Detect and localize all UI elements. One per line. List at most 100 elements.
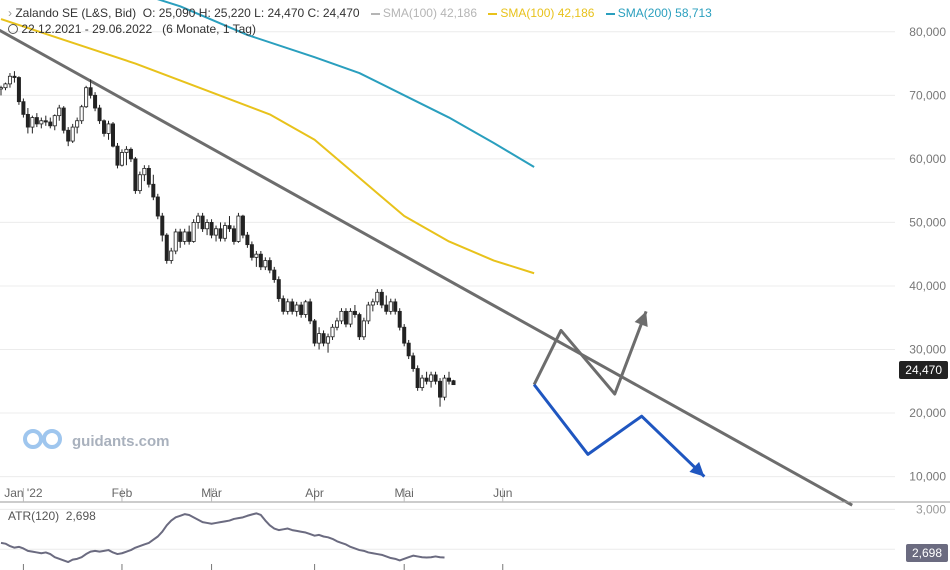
candle-body	[357, 314, 362, 338]
candle-body	[218, 228, 223, 239]
x-tick-label: Mär	[201, 486, 222, 500]
candle-body	[75, 120, 80, 128]
candle-body	[146, 167, 151, 185]
bear-scenario-arrow-path	[532, 383, 706, 478]
candle-body	[312, 320, 317, 344]
chart-subheader: 22.12.2021 - 29.06.2022 (6 Monate, 1 Tag…	[8, 22, 256, 36]
scenario-arrows	[532, 310, 706, 478]
ohlc-values: O: 25,090 H: 25,220 L: 24,470 C: 24,470	[142, 6, 360, 20]
candle-body	[366, 304, 371, 322]
candle-body	[303, 301, 308, 315]
candle-body	[214, 228, 219, 236]
candle-body	[406, 342, 411, 357]
candle-body	[397, 310, 402, 328]
candle-body	[339, 310, 344, 322]
candle-body	[25, 113, 30, 128]
candle-body	[330, 326, 335, 338]
watermark: guidants.com	[22, 428, 170, 454]
sma100-line	[0, 18, 535, 275]
candle-body	[424, 377, 429, 382]
candle-body	[79, 106, 84, 122]
candle-body	[173, 231, 178, 252]
y-tick-label: 60,000	[909, 152, 946, 166]
sma-legend-swatch	[370, 12, 380, 15]
candle-body	[187, 231, 192, 242]
candle-body	[155, 196, 160, 217]
candle-body	[415, 368, 420, 389]
y-tick-label: 30,000	[909, 342, 946, 356]
candles	[0, 71, 456, 407]
x-axis: Jan '22 Feb Mär Apr Mai Jun	[0, 486, 950, 570]
candle-body	[267, 260, 272, 271]
candle-body	[43, 120, 48, 123]
y-tick-label: 50,000	[909, 215, 946, 229]
candle-body	[119, 152, 124, 166]
candle-body	[70, 126, 75, 142]
candle-body	[111, 123, 116, 147]
guidants-logo-icon	[22, 428, 64, 454]
candle-body	[160, 215, 165, 236]
y-tick-label: 40,000	[909, 279, 946, 293]
candle-body	[84, 87, 89, 108]
candle-body	[245, 234, 250, 246]
candle-body	[205, 222, 210, 230]
y-tick-label: 70,000	[909, 88, 946, 102]
x-tick-label: Jun	[493, 486, 512, 500]
candle-body	[196, 215, 201, 223]
sma3-label: SMA(200)	[617, 6, 672, 20]
bull-scenario-arrow-head	[634, 311, 648, 327]
atr-line	[0, 512, 445, 564]
candle-body	[133, 158, 138, 192]
candle-body	[61, 107, 66, 131]
candle-body	[231, 228, 236, 242]
candle-body	[0, 87, 4, 90]
atr-header: ATR(120) 2,698	[8, 509, 96, 523]
clock-icon	[8, 24, 18, 34]
chevron-icon[interactable]: ›	[8, 6, 12, 20]
candle-body	[343, 310, 348, 325]
sma2-label: SMA(100)	[500, 6, 555, 20]
candle-body	[48, 121, 53, 127]
candle-body	[393, 301, 398, 312]
candle-body	[102, 120, 107, 134]
candle-body	[451, 380, 456, 386]
candle-body	[21, 101, 26, 115]
chart-header: › Zalando SE (L&S, Bid) O: 25,090 H: 25,…	[8, 6, 712, 20]
candle-body	[285, 301, 290, 312]
candle-body	[276, 279, 281, 300]
atr-label: ATR(120)	[8, 509, 60, 523]
sma-legend-swatch	[488, 12, 498, 15]
candle-body	[263, 260, 268, 268]
candle-body	[115, 145, 120, 166]
bear-scenario-arrow-head	[689, 461, 705, 477]
x-tick-label: Feb	[112, 486, 133, 500]
candle-body	[438, 380, 443, 398]
candle-body	[334, 320, 339, 328]
candle-body	[66, 129, 71, 142]
y-tick-label: 20,000	[909, 406, 946, 420]
candle-body	[128, 148, 133, 160]
candle-body	[97, 107, 102, 122]
candle-body	[191, 222, 196, 242]
candle-body	[388, 301, 393, 312]
candle-body	[12, 75, 17, 78]
sma200-series	[156, 0, 535, 168]
sma1-value: 42,186	[440, 6, 477, 20]
candle-body	[209, 222, 214, 236]
candle-body	[93, 94, 98, 109]
candle-body	[137, 174, 142, 192]
date-range: 22.12.2021 - 29.06.2022	[21, 22, 153, 36]
x-tick-label: Jan '22	[4, 486, 43, 500]
candle-body	[258, 253, 263, 268]
candle-body	[308, 301, 313, 322]
candle-body	[370, 301, 375, 306]
candle-body	[321, 333, 326, 344]
candle-body	[30, 117, 35, 128]
candle-body	[227, 225, 232, 230]
sma200-line	[156, 0, 535, 168]
atr-tick-label: 3,000	[916, 502, 946, 516]
y-axis: 10,000 20,000 30,000 40,000 50,000 60,000 70,0…	[909, 25, 946, 484]
candle-body	[7, 75, 12, 85]
